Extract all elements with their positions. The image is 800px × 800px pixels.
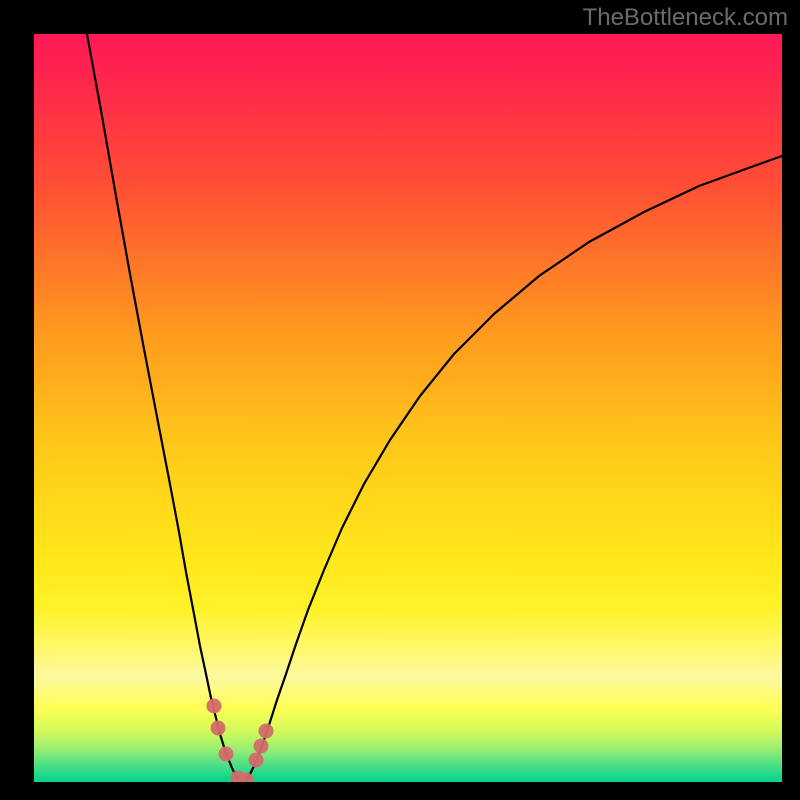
chart-frame: TheBottleneck.com (0, 0, 800, 800)
bottleneck-curve-chart (34, 34, 782, 782)
data-marker (207, 699, 222, 714)
watermark-text: TheBottleneck.com (583, 4, 788, 32)
data-marker (211, 721, 226, 736)
data-marker (219, 747, 234, 762)
data-marker (254, 739, 269, 754)
plot-area (34, 34, 782, 782)
data-marker (249, 753, 264, 768)
data-marker (259, 724, 274, 739)
plot-background (34, 34, 782, 782)
